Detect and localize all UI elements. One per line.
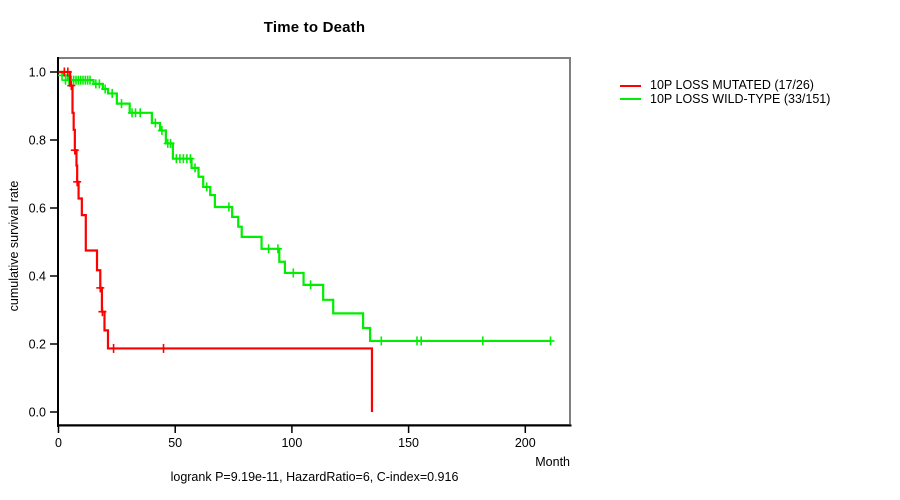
legend-label: 10P LOSS MUTATED (17/26) [650,78,814,92]
x-axis-title: Month [535,455,570,469]
x-tick-label: 50 [168,436,182,450]
x-tick-label: 200 [515,436,536,450]
chart-title: Time to Death [263,19,366,36]
x-tick-label: 100 [281,436,302,450]
y-axis-title: cumulative survival rate [7,180,21,312]
legend-label: 10P LOSS WILD-TYPE (33/151) [650,91,831,106]
legend: 10P LOSS MUTATED (17/26) 10P LOSS WILD-TY… [620,78,831,107]
survival-curve-mutated [58,70,374,412]
stats-annotation: logrank P=9.19e-11, HazardRatio=6, C-ind… [170,470,459,484]
legend-swatch-wild-type [620,98,641,101]
y-tick-label: 0.6 [29,202,46,216]
y-tick-label: 0.0 [29,406,46,420]
legend-item-mutated: 10P LOSS MUTATED (17/26) [620,78,830,93]
x-tick-label: 0 [55,436,62,450]
legend-item-wild-type: 10P LOSS WILD-TYPE (33/151) [620,91,831,107]
y-tick-label: 1.0 [29,66,46,80]
legend-swatch-mutated [620,84,641,87]
y-tick-label: 0.4 [29,270,46,284]
y-tick-label: 0.8 [29,134,46,148]
x-tick-label: 150 [398,436,419,450]
y-tick-label: 0.2 [29,338,46,352]
